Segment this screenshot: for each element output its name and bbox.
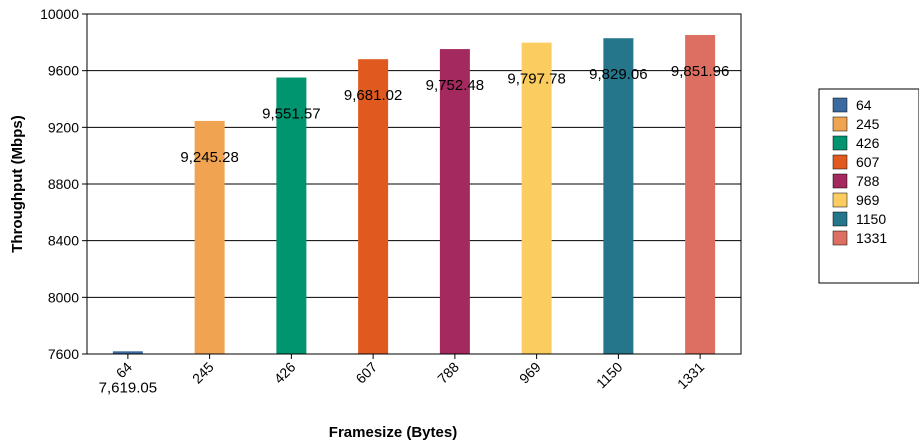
legend-swatch-426	[832, 135, 848, 151]
legend-swatch-64	[832, 97, 848, 113]
data-label-245: 9,245.28	[180, 149, 238, 166]
y-axis-title: Throughput (Mbps)	[9, 115, 26, 252]
legend-label-969: 969	[856, 192, 880, 208]
y-tick-label: 10000	[40, 6, 79, 22]
x-tick-label: 245	[189, 359, 217, 387]
legend: 64 245 426 607 788 969 1150 1331	[818, 88, 919, 284]
data-label-969: 9,797.78	[507, 71, 565, 88]
gridlines	[87, 70, 741, 298]
y-tick-label: 9600	[48, 63, 79, 79]
data-label-1150: 9,829.06	[589, 66, 647, 83]
data-label-788: 9,752.48	[426, 77, 484, 94]
x-tick-label: 1331	[674, 359, 707, 392]
legend-label-1150: 1150	[856, 211, 886, 227]
y-tick-label: 8400	[48, 233, 79, 249]
bar-788	[439, 49, 470, 354]
legend-label-64: 64	[856, 97, 872, 113]
data-label-64: 7,619.05	[99, 379, 157, 396]
bars	[112, 34, 716, 355]
legend-label-607: 607	[856, 154, 880, 170]
legend-label-788: 788	[856, 173, 880, 189]
data-label-607: 9,681.02	[344, 87, 402, 104]
x-tick-label: 426	[271, 359, 299, 387]
legend-swatch-245	[832, 116, 848, 132]
y-tick-label: 7600	[48, 346, 79, 362]
legend-swatch-1331	[832, 230, 848, 246]
bar-1331	[685, 34, 716, 355]
legend-swatch-1150	[832, 211, 848, 227]
y-tick-label: 9200	[48, 119, 79, 135]
x-tick-label: 1150	[593, 359, 626, 392]
x-axis-title: Framesize (Bytes)	[329, 424, 457, 441]
y-axis-ticks: 7600 8000 8400 8800 9200 9600 10000	[40, 6, 87, 362]
y-tick-label: 8800	[48, 176, 79, 192]
legend-label-1331: 1331	[856, 230, 887, 246]
legend-swatch-607	[832, 154, 848, 170]
bar-607	[358, 59, 389, 354]
data-labels: 7,619.05 9,245.28 9,551.57 9,681.02 9,752.48…	[99, 63, 730, 396]
legend-label-426: 426	[856, 135, 880, 151]
bar-1150	[603, 38, 634, 355]
x-tick-label: 607	[352, 359, 380, 387]
y-tick-label: 8000	[48, 289, 79, 305]
x-tick-label: 788	[434, 359, 462, 387]
legend-swatch-788	[832, 173, 848, 189]
x-axis-ticks: 64 245 426 607 788 969 1150 1331	[113, 354, 707, 392]
x-tick-label: 64	[113, 359, 135, 381]
bar-426	[276, 77, 307, 354]
legend-label-245: 245	[856, 116, 880, 132]
bar-64	[112, 351, 143, 354]
x-tick-label: 969	[516, 359, 544, 387]
bar-245	[194, 120, 225, 354]
legend-swatch-969	[832, 192, 848, 208]
data-label-1331: 9,851.96	[671, 63, 729, 80]
bar-969	[521, 42, 552, 355]
data-label-426: 9,551.57	[262, 106, 320, 123]
